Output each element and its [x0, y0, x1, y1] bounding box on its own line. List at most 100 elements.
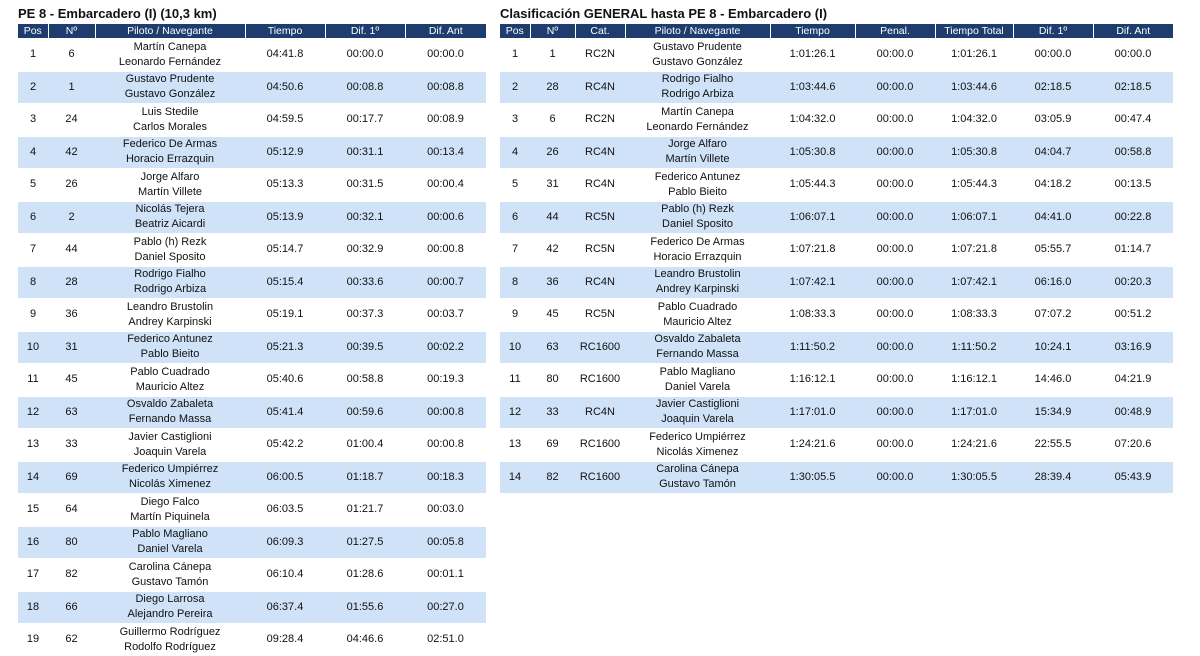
result-row: 5 31 RC4N Federico Antunez Pablo Bieito 1:05:…: [500, 168, 1173, 201]
codriver-name: Fernando Massa: [656, 348, 739, 361]
crew-cell: Diego Falco Martín Piquinela: [95, 493, 245, 526]
cell: 06:16.0: [1013, 265, 1093, 299]
cell: 66: [48, 590, 95, 624]
codriver-name: Martín Villete: [138, 185, 202, 198]
driver-name: Carolina Cánepa: [656, 463, 739, 476]
crew-cell: Pablo Magliano Daniel Varela: [625, 363, 770, 396]
cell: 00:00.0: [855, 168, 935, 201]
crew-cell: Federico Antunez Pablo Bieito: [625, 168, 770, 201]
cell: 03:16.9: [1093, 330, 1173, 364]
driver-name: Jorge Alfaro: [140, 170, 200, 183]
cell: 00:00.8: [405, 395, 486, 429]
cell: 04:50.6: [245, 70, 325, 104]
cell: 06:10.4: [245, 558, 325, 591]
codriver-name: Beatriz Aicardi: [134, 218, 206, 231]
cell: 15:34.9: [1013, 395, 1093, 429]
cell: 00:00.0: [1013, 38, 1093, 71]
cell: 6: [48, 38, 95, 71]
cell: 44: [530, 200, 575, 234]
crew-cell: Martín Canepa Leonardo Fernández: [625, 103, 770, 136]
driver-name: Federico Umpiérrez: [121, 463, 219, 476]
cell: 28:39.4: [1013, 460, 1093, 493]
cell: 00:37.3: [325, 298, 405, 331]
cell: 45: [530, 298, 575, 331]
codriver-name: Andrey Karpinski: [655, 283, 740, 296]
cell: RC1600: [575, 330, 625, 364]
crew-cell: Guillermo Rodríguez Rodolfo Rodríguez: [95, 623, 245, 656]
crew-cell: Leandro Brustolin Andrey Karpinski: [625, 265, 770, 299]
cell: 00:00.0: [855, 135, 935, 169]
cell: 4: [500, 135, 530, 169]
cell: 01:00.4: [325, 428, 405, 461]
cell: 00:00.0: [855, 460, 935, 493]
stage-table: Pos Nº Piloto / Navegante Tiempo Dif. 1º Dif.…: [18, 24, 486, 656]
codriver-name: Rodrigo Arbiza: [661, 88, 734, 101]
cell: 00:32.9: [325, 233, 405, 266]
cell: RC2N: [575, 103, 625, 136]
cell: 00:51.2: [1093, 298, 1173, 331]
cell: 00:00.0: [855, 103, 935, 136]
crew-cell: Federico De Armas Horacio Errazquin: [625, 233, 770, 266]
cell: 82: [48, 558, 95, 591]
result-row: 5 26 Jorge Alfaro Martín Villete 05:13.3 00:3…: [18, 168, 486, 201]
cell: 63: [530, 330, 575, 364]
crew-cell: Federico Umpiérrez Nicolás Ximenez: [95, 460, 245, 494]
crew-cell: Gustavo Prudente Gustavo González: [625, 38, 770, 71]
cell: 1:16:12.1: [770, 363, 855, 396]
cell: RC5N: [575, 298, 625, 331]
cell: 04:41.8: [245, 38, 325, 71]
result-row: 16 80 Pablo Magliano Daniel Varela 06:09.3 01…: [18, 525, 486, 559]
driver-name: Pablo Cuadrado: [130, 365, 210, 378]
cell: 00:01.1: [405, 558, 486, 591]
driver-name: Martín Canepa: [133, 40, 207, 53]
cell: 14: [500, 460, 530, 493]
cell: 00:05.8: [405, 525, 486, 559]
codriver-name: Horacio Errazquin: [653, 250, 742, 263]
cell: RC4N: [575, 135, 625, 169]
cell: 42: [530, 233, 575, 266]
column-header: Pos: [500, 24, 530, 39]
crew-cell: Nicolás Tejera Beatriz Aicardi: [95, 200, 245, 234]
cell: 07:20.6: [1093, 428, 1173, 461]
result-row: 8 36 RC4N Leandro Brustolin Andrey Karpinski…: [500, 265, 1173, 299]
cell: 04:46.6: [325, 623, 405, 656]
cell: 26: [48, 168, 95, 201]
driver-name: Rodrigo Fialho: [661, 73, 734, 86]
cell: 2: [48, 200, 95, 234]
cell: 6: [18, 200, 48, 234]
cell: 06:03.5: [245, 493, 325, 526]
cell: 00:00.7: [405, 265, 486, 299]
cell: 03:05.9: [1013, 103, 1093, 136]
cell: 11: [18, 363, 48, 396]
cell: 04:18.2: [1013, 168, 1093, 201]
driver-name: Pablo Cuadrado: [657, 300, 738, 313]
codriver-name: Leonardo Fernández: [646, 120, 749, 133]
driver-name: Leandro Brustolin: [126, 300, 214, 313]
general-title: Clasificación GENERAL hasta PE 8 - Embar…: [500, 6, 828, 21]
cell: 7: [500, 233, 530, 266]
cell: 33: [48, 428, 95, 461]
cell: 00:59.6: [325, 395, 405, 429]
cell: 1: [48, 70, 95, 104]
codriver-name: Nicolás Ximenez: [129, 478, 211, 491]
driver-name: Nicolás Tejera: [135, 203, 205, 216]
codriver-name: Martín Villete: [665, 153, 730, 166]
cell: 42: [48, 135, 95, 169]
cell: 1:04:32.0: [935, 103, 1013, 136]
crew-cell: Pablo Cuadrado Mauricio Altez: [95, 363, 245, 396]
driver-name: Pablo (h) Rezk: [133, 235, 207, 248]
codriver-name: Fernando Massa: [128, 413, 212, 426]
cell: 05:13.9: [245, 200, 325, 234]
cell: 00:00.0: [855, 428, 935, 461]
cell: 28: [530, 70, 575, 104]
codriver-name: Daniel Sposito: [134, 250, 206, 263]
result-row: 3 24 Luis Stedile Carlos Morales 04:59.5 00:1…: [18, 103, 486, 136]
crew-cell: Osvaldo Zabaleta Fernando Massa: [95, 395, 245, 429]
cell: 28: [48, 265, 95, 299]
crew-cell: Federico Umpiérrez Nicolás Ximenez: [625, 428, 770, 461]
crew-cell: Pablo Magliano Daniel Varela: [95, 525, 245, 559]
cell: 00:00.8: [405, 233, 486, 266]
cell: 9: [18, 298, 48, 331]
cell: 05:43.9: [1093, 460, 1173, 493]
cell: 31: [530, 168, 575, 201]
